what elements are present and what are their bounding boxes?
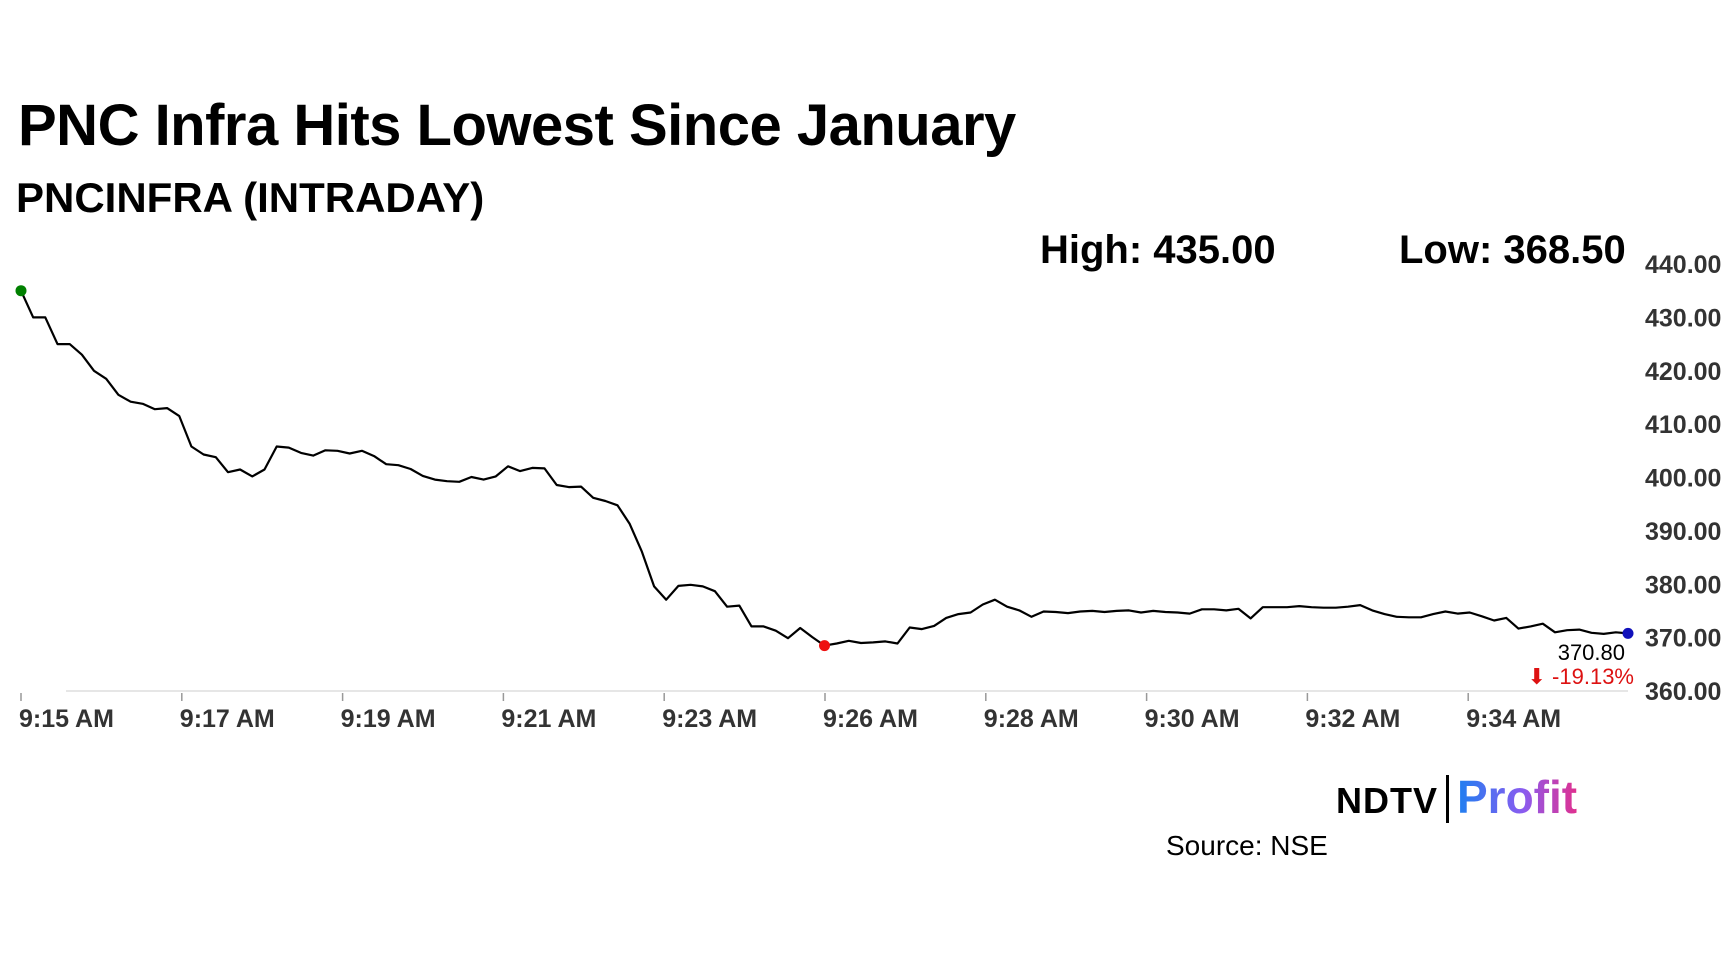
start-point-marker	[15, 285, 27, 297]
x-tick-label: 9:15 AM	[19, 705, 114, 733]
x-tick-label: 9:19 AM	[341, 705, 436, 733]
x-tick-label: 9:34 AM	[1466, 705, 1561, 733]
y-tick-label: 440.00	[1645, 251, 1721, 279]
y-tick-label: 380.00	[1645, 571, 1721, 599]
ndtv-profit-logo: NDTV Profit	[1336, 770, 1577, 824]
x-tick-label: 9:23 AM	[662, 705, 757, 733]
ndtv-logo-text: NDTV	[1336, 780, 1438, 821]
y-tick-label: 370.00	[1645, 625, 1721, 653]
high-value: High: 435.00	[1040, 228, 1276, 272]
low-value: Low: 368.50	[1399, 228, 1626, 272]
end-point-marker	[1622, 627, 1634, 639]
chart-title: PNC Infra Hits Lowest Since January	[18, 93, 1016, 158]
y-tick-label: 390.00	[1645, 518, 1721, 546]
x-tick-label: 9:26 AM	[823, 705, 918, 733]
y-tick-label: 430.00	[1645, 304, 1721, 332]
source-note: Source: NSE	[1166, 830, 1328, 861]
logo-divider	[1446, 775, 1449, 823]
x-tick-label: 9:21 AM	[501, 705, 596, 733]
y-tick-label: 360.00	[1645, 678, 1721, 706]
y-tick-label: 420.00	[1645, 358, 1721, 386]
last-value-label: 370.80	[1558, 640, 1625, 665]
chart-subtitle: PNCINFRA (INTRADAY)	[16, 174, 485, 221]
y-tick-label: 410.00	[1645, 411, 1721, 439]
x-tick-label: 9:17 AM	[180, 705, 275, 733]
low-point-marker	[819, 640, 830, 652]
change-percent-label: ⬇ -19.13%	[1528, 664, 1635, 689]
profit-logo-text: Profit	[1457, 771, 1578, 823]
x-tick-label: 9:32 AM	[1305, 705, 1400, 733]
x-tick-label: 9:30 AM	[1145, 705, 1240, 733]
y-tick-label: 400.00	[1645, 465, 1721, 493]
price-series-line	[19, 290, 1629, 647]
x-tick-label: 9:28 AM	[984, 705, 1079, 733]
